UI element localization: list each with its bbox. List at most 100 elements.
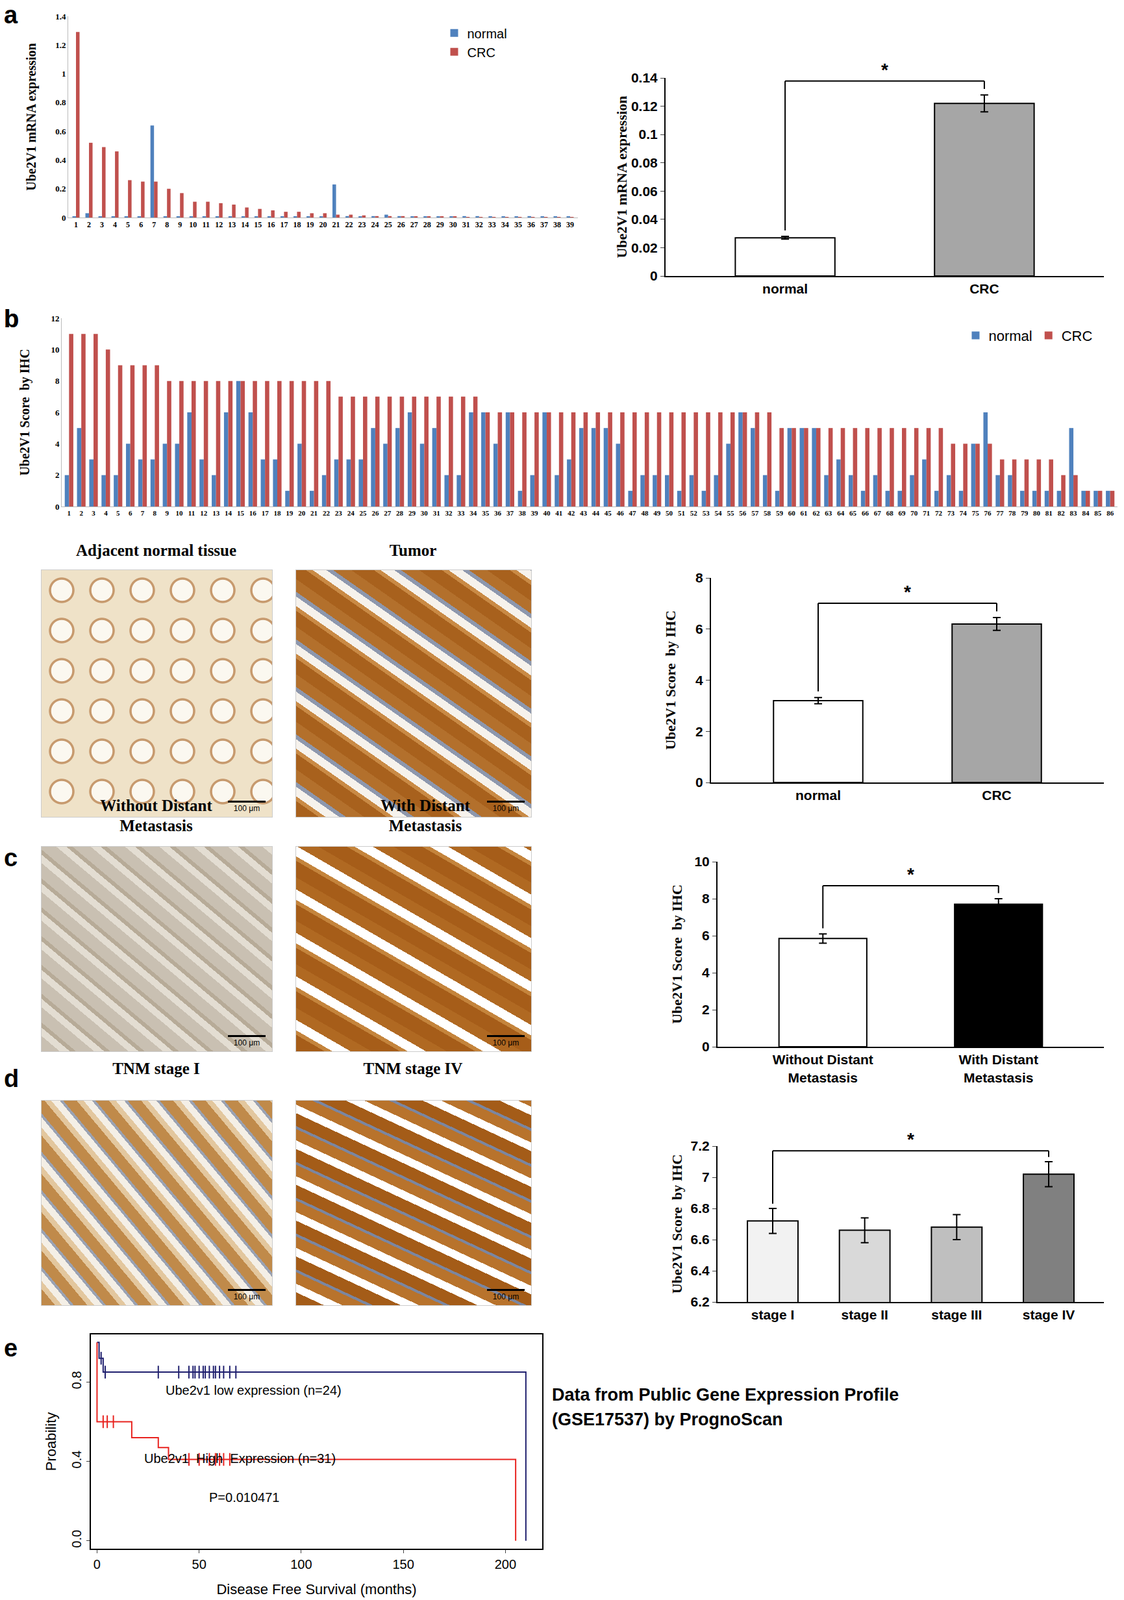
svg-text:normal: normal — [762, 281, 808, 297]
svg-text:6: 6 — [695, 621, 704, 637]
svg-text:P=0.010471: P=0.010471 — [209, 1490, 280, 1505]
svg-text:16: 16 — [249, 509, 258, 517]
svg-text:20: 20 — [319, 220, 328, 230]
svg-text:0.06: 0.06 — [631, 183, 658, 199]
svg-text:0: 0 — [701, 1038, 710, 1054]
svg-text:22: 22 — [322, 509, 331, 517]
svg-text:25: 25 — [359, 509, 368, 517]
svg-text:6: 6 — [138, 220, 143, 230]
svg-text:2: 2 — [695, 724, 704, 739]
svg-text:7: 7 — [701, 1169, 710, 1185]
svg-text:Ube2V1 Score by IHC: Ube2V1 Score by IHC — [668, 884, 686, 1025]
svg-text:14: 14 — [224, 509, 233, 517]
svg-text:1: 1 — [67, 509, 72, 517]
svg-text:10: 10 — [175, 509, 184, 517]
svg-text:2: 2 — [79, 509, 84, 517]
svg-text:24: 24 — [347, 509, 356, 517]
svg-text:11: 11 — [202, 220, 210, 230]
svg-text:21: 21 — [310, 509, 318, 517]
svg-text:1.2: 1.2 — [55, 40, 66, 50]
svg-text:15: 15 — [237, 509, 245, 517]
svg-text:CRC: CRC — [969, 281, 1000, 297]
svg-text:5: 5 — [116, 509, 121, 517]
svg-text:1.4: 1.4 — [55, 11, 67, 22]
svg-text:12: 12 — [214, 220, 223, 230]
svg-text:42: 42 — [567, 509, 576, 517]
svg-text:80: 80 — [1033, 509, 1041, 517]
svg-text:10: 10 — [188, 220, 197, 230]
svg-text:58: 58 — [763, 509, 772, 517]
svg-text:6: 6 — [128, 509, 133, 517]
svg-text:35: 35 — [514, 220, 523, 230]
svg-text:29: 29 — [408, 509, 417, 517]
svg-text:11: 11 — [188, 509, 195, 517]
svg-text:0.4: 0.4 — [55, 155, 67, 165]
svg-text:56: 56 — [738, 509, 747, 517]
svg-text:67: 67 — [874, 509, 882, 517]
svg-text:3: 3 — [91, 509, 96, 517]
svg-text:41: 41 — [555, 509, 563, 517]
svg-text:27: 27 — [410, 220, 419, 230]
svg-text:23: 23 — [358, 220, 367, 230]
svg-text:5: 5 — [125, 220, 130, 230]
svg-text:4: 4 — [695, 672, 704, 688]
svg-text:40: 40 — [542, 509, 551, 517]
svg-text:37: 37 — [540, 220, 549, 230]
svg-text:12: 12 — [199, 509, 208, 517]
svg-text:36: 36 — [494, 509, 502, 517]
svg-text:24: 24 — [371, 220, 380, 230]
svg-text:83: 83 — [1070, 509, 1078, 517]
svg-text:85: 85 — [1094, 509, 1102, 517]
svg-text:71: 71 — [922, 509, 930, 517]
svg-text:Proability: Proability — [42, 1412, 60, 1471]
svg-text:9: 9 — [164, 509, 169, 517]
svg-text:0.08: 0.08 — [631, 155, 658, 171]
svg-text:Disease Free Survival (months): Disease Free Survival (months) — [216, 1581, 417, 1598]
svg-text:27: 27 — [383, 509, 392, 517]
svg-text:2: 2 — [701, 1001, 710, 1017]
svg-text:48: 48 — [640, 509, 649, 517]
svg-text:100: 100 — [290, 1557, 312, 1572]
svg-text:*: * — [907, 1129, 915, 1150]
svg-text:72: 72 — [935, 509, 943, 517]
svg-text:0.02: 0.02 — [631, 240, 658, 256]
svg-text:31: 31 — [462, 220, 471, 230]
svg-text:4: 4 — [103, 509, 108, 517]
svg-text:150: 150 — [392, 1557, 414, 1572]
svg-text:31: 31 — [433, 509, 441, 517]
svg-text:3: 3 — [99, 220, 104, 230]
svg-text:Ube2V1 Score by IHC: Ube2V1 Score by IHC — [17, 348, 33, 476]
svg-text:46: 46 — [616, 509, 625, 517]
svg-text:20: 20 — [298, 509, 306, 517]
svg-text:0: 0 — [55, 501, 60, 512]
svg-text:7: 7 — [140, 509, 145, 517]
svg-text:6.2: 6.2 — [690, 1294, 710, 1310]
svg-text:16: 16 — [266, 220, 275, 230]
svg-text:62: 62 — [812, 509, 821, 517]
svg-text:44: 44 — [592, 509, 600, 517]
svg-text:4: 4 — [55, 438, 60, 449]
svg-text:30: 30 — [420, 509, 429, 517]
svg-text:8: 8 — [701, 890, 710, 906]
svg-text:28: 28 — [396, 509, 404, 517]
svg-text:49: 49 — [653, 509, 662, 517]
svg-text:33: 33 — [457, 509, 465, 517]
svg-text:stage IV: stage IV — [1022, 1307, 1076, 1323]
svg-text:17: 17 — [279, 220, 288, 230]
svg-text:69: 69 — [898, 509, 907, 517]
svg-text:normal: normal — [467, 26, 508, 41]
svg-text:82: 82 — [1057, 509, 1066, 517]
svg-text:7.2: 7.2 — [690, 1138, 710, 1154]
svg-text:CRC: CRC — [1061, 327, 1093, 345]
svg-text:stage II: stage II — [840, 1307, 888, 1323]
svg-text:17: 17 — [261, 509, 270, 517]
svg-text:0.4: 0.4 — [69, 1450, 84, 1469]
svg-text:18: 18 — [273, 509, 282, 517]
svg-text:26: 26 — [397, 220, 406, 230]
svg-text:CRC: CRC — [467, 45, 496, 60]
svg-text:6.4: 6.4 — [690, 1262, 711, 1278]
svg-text:*: * — [903, 581, 912, 602]
svg-text:*: * — [907, 864, 915, 885]
svg-text:0.0: 0.0 — [69, 1529, 84, 1549]
svg-text:8: 8 — [55, 375, 60, 386]
